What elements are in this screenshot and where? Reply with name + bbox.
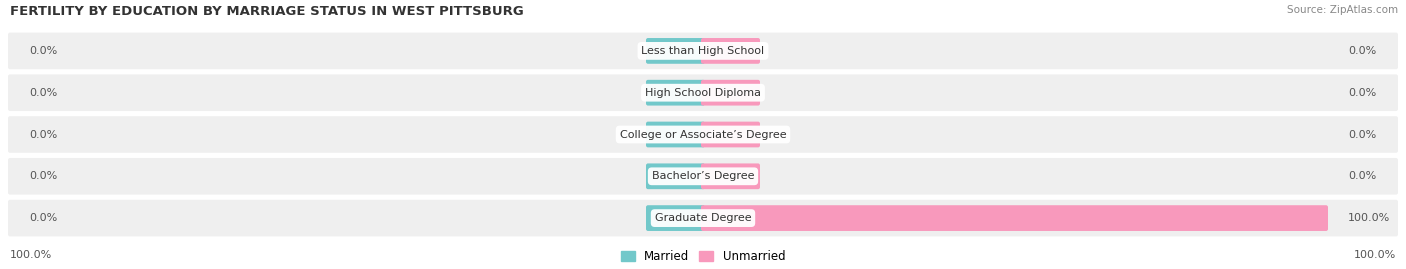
FancyBboxPatch shape (702, 122, 761, 147)
Text: 100.0%: 100.0% (1354, 250, 1396, 260)
Text: High School Diploma: High School Diploma (645, 88, 761, 98)
FancyBboxPatch shape (645, 122, 704, 147)
Text: Source: ZipAtlas.com: Source: ZipAtlas.com (1286, 5, 1398, 15)
FancyBboxPatch shape (645, 205, 704, 231)
FancyBboxPatch shape (8, 158, 1398, 194)
FancyBboxPatch shape (8, 116, 1398, 153)
Text: 0.0%: 0.0% (1348, 88, 1376, 98)
FancyBboxPatch shape (645, 38, 704, 64)
Text: 100.0%: 100.0% (10, 250, 52, 260)
Text: Graduate Degree: Graduate Degree (655, 213, 751, 223)
Text: 0.0%: 0.0% (1348, 46, 1376, 56)
Text: Less than High School: Less than High School (641, 46, 765, 56)
Text: Bachelor’s Degree: Bachelor’s Degree (652, 171, 754, 181)
FancyBboxPatch shape (702, 38, 761, 64)
FancyBboxPatch shape (8, 33, 1398, 69)
Text: 100.0%: 100.0% (1348, 213, 1391, 223)
Text: 0.0%: 0.0% (30, 171, 58, 181)
Text: 0.0%: 0.0% (30, 213, 58, 223)
FancyBboxPatch shape (702, 80, 761, 105)
Text: College or Associate’s Degree: College or Associate’s Degree (620, 129, 786, 140)
Text: 0.0%: 0.0% (30, 129, 58, 140)
FancyBboxPatch shape (702, 205, 1329, 231)
FancyBboxPatch shape (645, 80, 704, 105)
Legend: Married, Unmarried: Married, Unmarried (620, 250, 786, 263)
FancyBboxPatch shape (8, 75, 1398, 111)
Text: 0.0%: 0.0% (30, 46, 58, 56)
FancyBboxPatch shape (8, 200, 1398, 236)
Text: 0.0%: 0.0% (30, 88, 58, 98)
Text: 0.0%: 0.0% (1348, 171, 1376, 181)
Text: 0.0%: 0.0% (1348, 129, 1376, 140)
FancyBboxPatch shape (702, 164, 761, 189)
Text: FERTILITY BY EDUCATION BY MARRIAGE STATUS IN WEST PITTSBURG: FERTILITY BY EDUCATION BY MARRIAGE STATU… (10, 5, 524, 18)
FancyBboxPatch shape (645, 164, 704, 189)
